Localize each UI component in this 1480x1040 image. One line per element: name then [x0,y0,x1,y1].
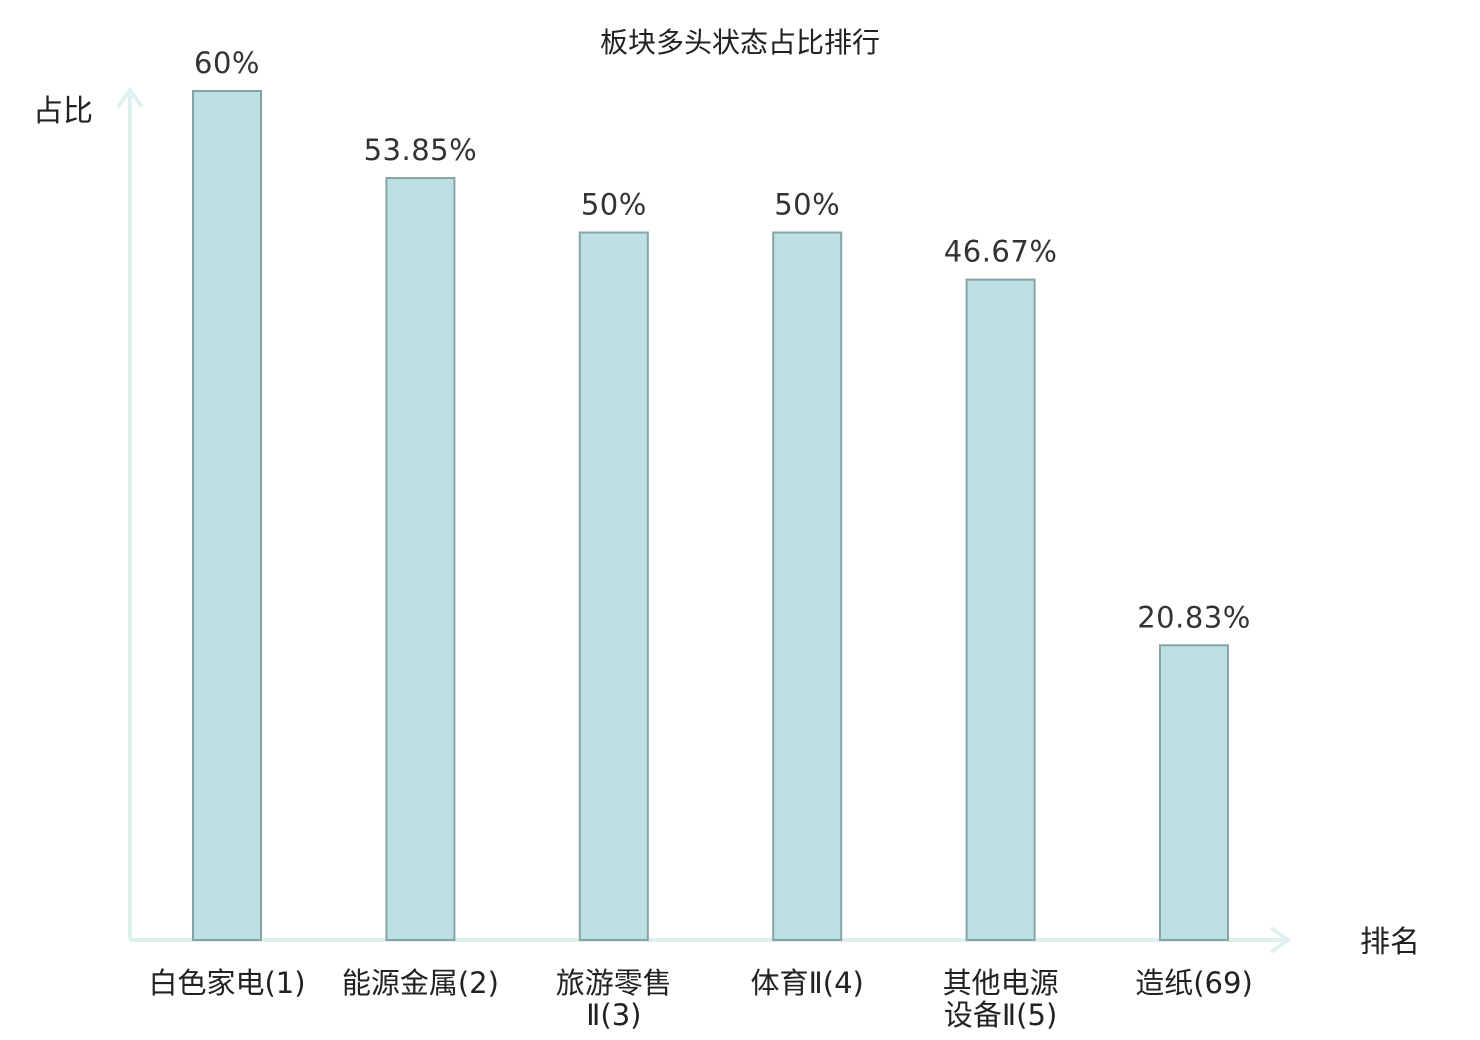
x-axis-label: 排名 [1360,925,1420,960]
value-label-2: 53.85% [364,133,478,167]
category-label-line: Ⅱ(3) [586,998,641,1032]
category-label-line: 白色家电(1) [148,966,305,1000]
category-label-line: 其他电源 [943,966,1059,1000]
bar-4 [772,231,843,941]
category-label-2: 能源金属(2) [342,966,499,1000]
category-label-line: 旅游零售 [556,966,672,1000]
value-label-5: 46.67% [944,235,1058,269]
x-axis [130,926,1292,954]
category-label-4: 体育Ⅱ(4) [751,966,864,1000]
category-label-3: 旅游零售 Ⅱ(3) [556,966,672,1032]
category-label-line: 设备Ⅱ(5) [944,998,1057,1032]
value-label-4: 50% [774,188,840,222]
bar-2 [385,177,456,941]
bar-1 [192,90,262,941]
chart-title: 板块多头状态占比排行 [600,26,880,59]
value-label-1: 60% [194,46,260,80]
y-axis-label: 占比 [33,94,93,129]
tick-labels-group: 白色家电(1) 能源金属(2) 旅游零售 Ⅱ(3) 体育Ⅱ(4) 其他电源设备Ⅱ(5) 造纸… [148,966,1252,1032]
value-label-3: 50% [581,188,647,222]
category-label-line: 体育Ⅱ(4) [751,966,864,1000]
category-label-6: 造纸(69) [1135,966,1253,1000]
y-axis [116,86,144,940]
category-label-1: 白色家电(1) [148,966,305,1000]
bar-3 [578,231,649,941]
value-labels-group: 60% 53.85% 50% 50% 46.67% 20.83% [194,46,1251,634]
category-label-line: 造纸(69) [1135,966,1253,1000]
category-label-5: 其他电源设备Ⅱ(5) [943,966,1059,1032]
category-label-line: 能源金属(2) [342,966,499,1000]
bars-group [192,90,1229,941]
value-label-6: 20.83% [1137,600,1251,634]
bar-5 [965,278,1036,941]
bar-6 [1159,644,1229,941]
